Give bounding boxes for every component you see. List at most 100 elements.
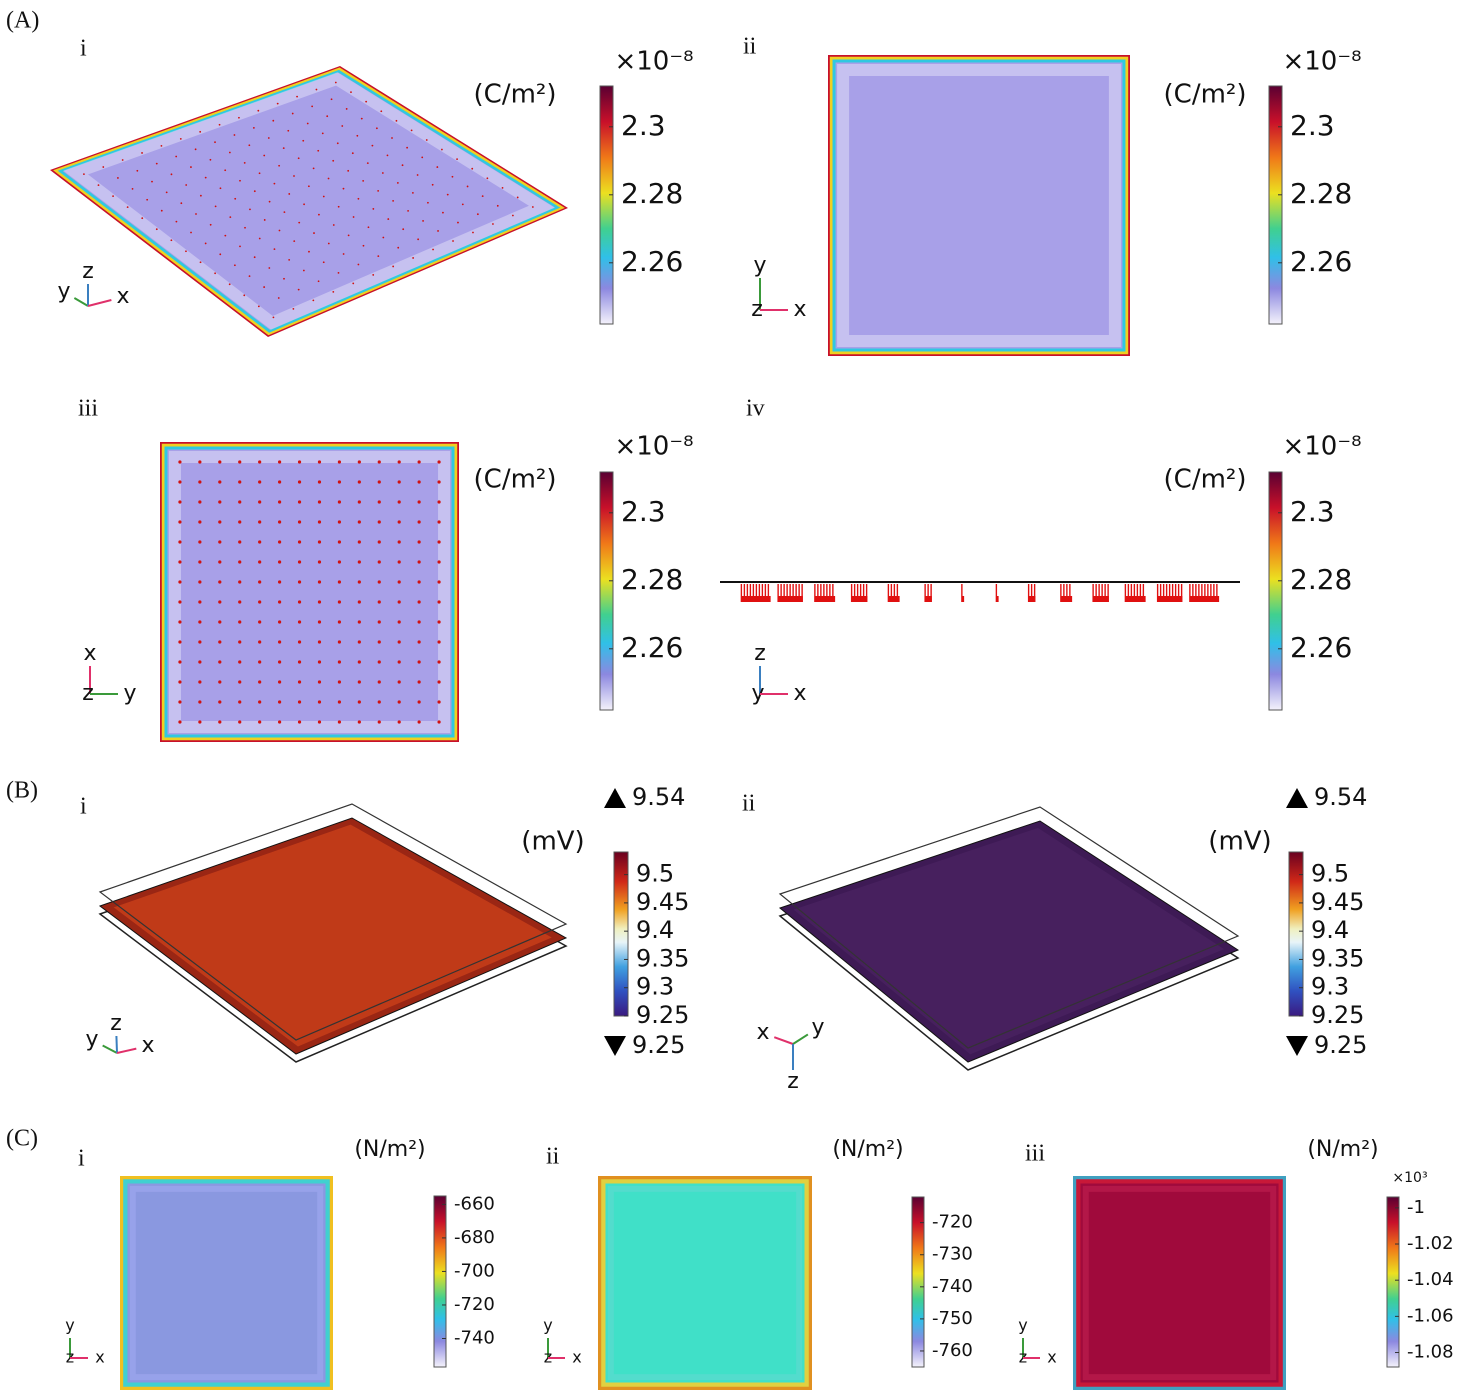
charge-arrow (198, 680, 202, 684)
charge-arrow (317, 520, 322, 524)
charge-arrow (446, 193, 449, 196)
colorbar-tick-label: 2.3 (1290, 109, 1335, 142)
charge-arrow (214, 205, 217, 208)
charge-arrow (481, 195, 484, 198)
charge-arrow (386, 154, 389, 157)
charge-arrow (377, 189, 380, 192)
charge-arrow (406, 146, 409, 149)
charge-arrow (417, 540, 421, 544)
charge-arrow (371, 144, 374, 147)
charge-arrow (272, 316, 275, 319)
charge-arrow (198, 520, 202, 524)
charge-arrow (238, 520, 242, 524)
charge-arrow (327, 177, 330, 180)
charge-arrow (317, 720, 322, 724)
charge-arrow (437, 620, 441, 624)
charge-arrow (437, 720, 441, 724)
charge-arrow (178, 720, 182, 724)
charge-arrow (417, 580, 421, 584)
charge-arrow-head (1028, 596, 1036, 602)
triad-label: z (751, 297, 763, 322)
charge-arrow (198, 620, 202, 624)
triad-label: x (793, 681, 806, 706)
potential-surface-inner (793, 827, 1225, 1055)
charge-arrow (347, 234, 350, 237)
charge-arrow (257, 305, 260, 308)
charge-arrow (397, 720, 401, 724)
charge-arrow (263, 286, 266, 288)
colorbar-tick-label: -1.06 (1407, 1305, 1454, 1326)
charge-arrow (410, 129, 413, 132)
charge-arrow-head (1060, 596, 1073, 602)
charge-arrow (199, 130, 202, 133)
charge-arrow (253, 190, 256, 193)
charge-arrow (377, 580, 381, 584)
charge-arrow (238, 660, 242, 664)
charge-arrow (297, 460, 302, 464)
charge-arrow (278, 660, 282, 664)
unit-label: (N/m²) (1307, 1137, 1378, 1162)
subpanel-label: iii (78, 396, 98, 422)
charge-arrow (248, 144, 251, 147)
charge-arrow (239, 245, 241, 248)
charge-arrow (397, 700, 401, 704)
charge-arrow (377, 620, 381, 624)
colorbar-tick-label: -680 (454, 1227, 495, 1248)
colorbar-tick-label: 2.26 (621, 631, 683, 664)
charge-arrow (402, 228, 405, 231)
charge-arrow (322, 261, 325, 264)
charge-arrow (292, 307, 295, 310)
charge-arrow (238, 640, 242, 644)
charge-arrow (336, 142, 339, 145)
charge-arrow (224, 234, 227, 237)
unit-label: (mV) (1208, 827, 1271, 857)
charge-arrow (131, 187, 134, 190)
charge-arrow (397, 560, 401, 564)
charge-arrow (416, 174, 419, 176)
charge-arrow (337, 205, 340, 208)
charge-arrow (437, 600, 441, 604)
charge-arrow (198, 720, 202, 724)
charge-arrow (427, 201, 429, 204)
charge-arrow (293, 175, 295, 177)
colorbar-tick-label: 2.28 (1290, 563, 1352, 596)
charge-arrow (417, 238, 420, 241)
charge-arrow (297, 700, 302, 704)
charge-arrow (198, 580, 202, 584)
panel-label: (C) (6, 1126, 38, 1152)
colorbar (599, 471, 614, 711)
charge-arrow (297, 540, 302, 544)
triad-label: y (811, 1015, 824, 1040)
charge-arrow (357, 620, 361, 624)
triad-label: x (572, 1348, 581, 1367)
charge-arrow (351, 152, 354, 155)
charge-arrow (317, 149, 320, 152)
charge-arrow (356, 134, 359, 137)
subpanel-label: ii (743, 34, 757, 60)
charge-arrow (357, 460, 361, 464)
charge-arrow (198, 700, 202, 704)
charge-arrow (218, 700, 222, 704)
charge-arrow (248, 275, 251, 278)
stress-band (129, 1185, 324, 1381)
charge-arrow (317, 460, 322, 464)
charge-arrow (178, 660, 182, 664)
charge-arrow (417, 460, 421, 464)
charge-arrow (437, 230, 439, 232)
charge-arrow (238, 680, 242, 684)
charge-arrow (178, 680, 182, 684)
charge-arrow (263, 219, 266, 221)
charge-arrow (377, 480, 381, 484)
subpanel-label: iii (1025, 1141, 1045, 1167)
colorbar-tick-label: 9.35 (1311, 944, 1364, 972)
charge-arrow (253, 256, 256, 259)
colorbar-tick-label: -1 (1407, 1197, 1425, 1218)
charge-arrow (297, 520, 302, 524)
charge-arrow (297, 660, 302, 664)
unit-label: (mV) (521, 827, 584, 857)
charge-arrow (422, 220, 424, 222)
charge-arrow (306, 122, 309, 125)
charge-arrow (218, 500, 222, 504)
min-marker (1286, 1036, 1308, 1056)
charge-arrow (397, 500, 401, 504)
